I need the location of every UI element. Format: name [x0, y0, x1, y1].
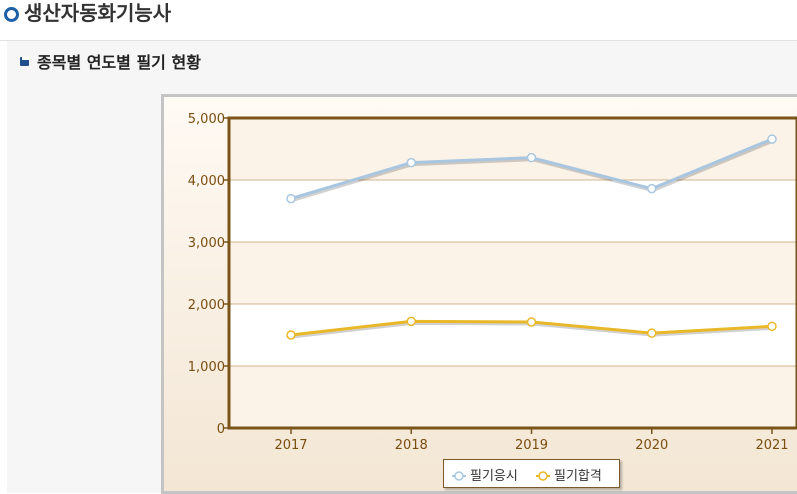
legend-item-series-2[interactable]: 필기합격	[536, 465, 602, 484]
data-point	[406, 157, 416, 168]
data-point	[406, 316, 416, 327]
x-tick-label: 2019	[515, 438, 548, 453]
plot-band	[229, 180, 797, 242]
x-tick-label: 2020	[635, 438, 668, 453]
data-point	[526, 152, 537, 163]
plot-band	[229, 366, 797, 428]
y-tick-label: 2,000	[188, 298, 225, 313]
legend-label: 필기합격	[554, 469, 602, 484]
data-point	[647, 183, 657, 194]
y-tick-label: 3,000	[188, 236, 225, 251]
x-tick-label: 2021	[755, 438, 788, 453]
y-tick-label: 5,000	[188, 112, 225, 127]
data-point	[526, 317, 537, 327]
chart-legend: 필기응시 필기합격	[443, 459, 620, 488]
y-tick-label: 4,000	[188, 174, 225, 189]
y-tick-label: 0	[217, 422, 225, 437]
page-title: 생산자동화기능사	[24, 1, 172, 25]
plot-border	[227, 116, 797, 430]
x-tick-label: 2018	[395, 438, 428, 453]
data-point	[286, 330, 296, 340]
legend-marker-icon	[452, 471, 466, 481]
data-point	[647, 328, 657, 338]
plot-band	[229, 304, 797, 366]
section-title: 종목별 연도별 필기 현황	[37, 53, 201, 72]
circle-bullet-icon	[4, 7, 19, 22]
data-point	[767, 134, 777, 144]
legend-label: 필기응시	[470, 469, 518, 484]
plot-band	[229, 118, 797, 180]
y-tick-label: 1,000	[188, 360, 225, 375]
x-tick-label: 2017	[274, 438, 307, 453]
data-point	[286, 193, 296, 204]
square-bullet-icon	[20, 57, 29, 66]
legend-marker-icon	[536, 471, 550, 481]
page-title-row: 생산자동화기능사	[0, 0, 797, 41]
data-point	[767, 321, 777, 332]
plot-band	[229, 242, 797, 304]
legend-item-series-1[interactable]: 필기응시	[452, 465, 518, 484]
